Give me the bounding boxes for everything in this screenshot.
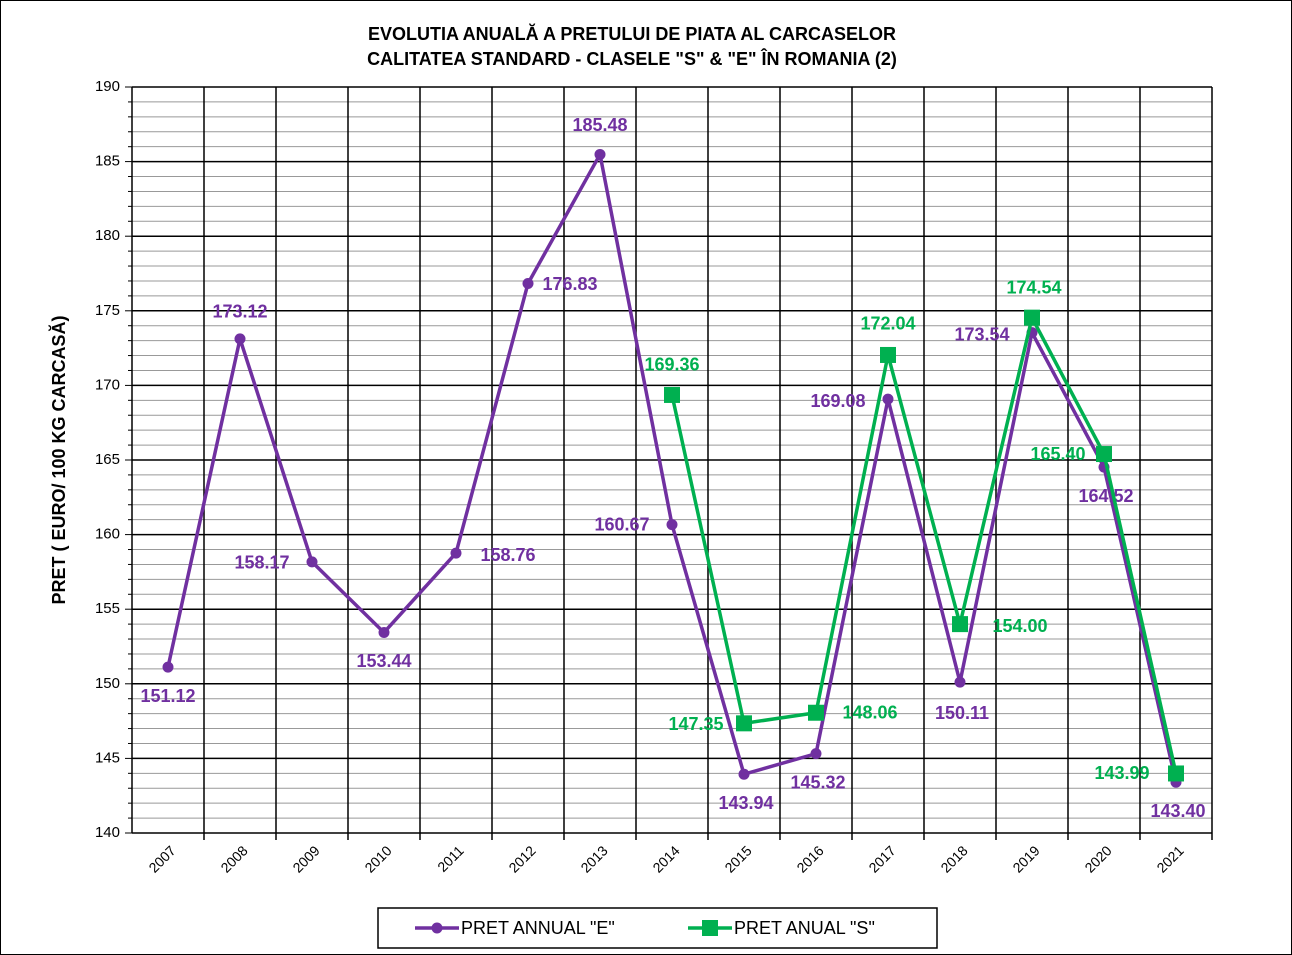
data-label: 143.94: [718, 793, 773, 813]
legend-label: PRET ANNUAL "E": [461, 918, 615, 938]
data-label: 169.36: [644, 355, 699, 375]
marker: [450, 547, 462, 559]
chart-title: EVOLUTIA ANUALĂ A PRETULUI DE PIATA AL C…: [368, 23, 896, 44]
data-label: 151.12: [140, 686, 195, 706]
series-line: [670, 315, 1178, 774]
data-label: 158.76: [480, 545, 535, 565]
y-tick-label: 150: [95, 675, 120, 692]
data-label: 173.12: [212, 302, 267, 322]
data-label: 158.17: [234, 553, 289, 573]
data-label: 165.40: [1030, 444, 1085, 464]
data-label: 147.35: [668, 714, 723, 734]
y-tick-label: 155: [95, 600, 120, 617]
data-label: 153.44: [356, 651, 411, 671]
y-tick-label: 180: [95, 227, 120, 244]
chart-title: CALITATEA STANDARD - CLASELE "S" & "E" Î…: [367, 48, 897, 69]
data-label: 164.52: [1078, 486, 1133, 506]
data-label: 148.06: [842, 702, 897, 722]
data-label: 150.11: [935, 703, 989, 723]
data-label: 160.67: [594, 514, 649, 534]
legend-marker: [431, 922, 443, 934]
marker: [234, 333, 246, 345]
data-label: 176.83: [542, 274, 597, 294]
legend: [377, 907, 938, 949]
data-label: 169.08: [810, 391, 865, 411]
data-label: 143.40: [1150, 801, 1205, 821]
y-tick-label: 175: [95, 302, 120, 319]
data-label: 172.04: [860, 314, 915, 334]
marker: [1096, 446, 1112, 463]
y-tick-label: 145: [95, 749, 120, 766]
marker: [664, 386, 680, 403]
data-label: 143.99: [1094, 763, 1149, 783]
data-label: 154.00: [992, 616, 1047, 636]
data-label: 145.32: [790, 772, 845, 792]
marker: [808, 704, 824, 721]
marker: [1024, 309, 1040, 326]
data-label: 185.48: [572, 115, 627, 135]
marker: [1168, 765, 1184, 782]
y-tick-label: 190: [95, 78, 120, 95]
y-tick-label: 185: [95, 153, 120, 170]
legend-label: PRET ANUAL "S": [734, 918, 875, 938]
marker: [736, 715, 752, 732]
marker: [522, 277, 534, 289]
marker: [738, 768, 750, 780]
marker: [810, 748, 822, 760]
marker: [882, 393, 894, 405]
marker: [952, 616, 968, 633]
marker: [954, 676, 966, 688]
y-tick-label: 140: [95, 824, 120, 841]
y-tick-label: 165: [95, 451, 120, 468]
marker: [306, 556, 318, 568]
marker: [162, 661, 174, 673]
data-label: 173.54: [954, 324, 1009, 344]
marker: [378, 626, 390, 638]
y-axis-label: PRET ( EURO/ 100 KG CARCASĂ): [48, 315, 69, 604]
legend-marker: [702, 920, 718, 936]
marker: [666, 519, 678, 531]
marker: [880, 346, 896, 363]
data-label: 174.54: [1006, 277, 1061, 297]
y-tick-label: 170: [95, 376, 120, 393]
marker: [594, 148, 606, 160]
y-tick-label: 160: [95, 526, 120, 543]
